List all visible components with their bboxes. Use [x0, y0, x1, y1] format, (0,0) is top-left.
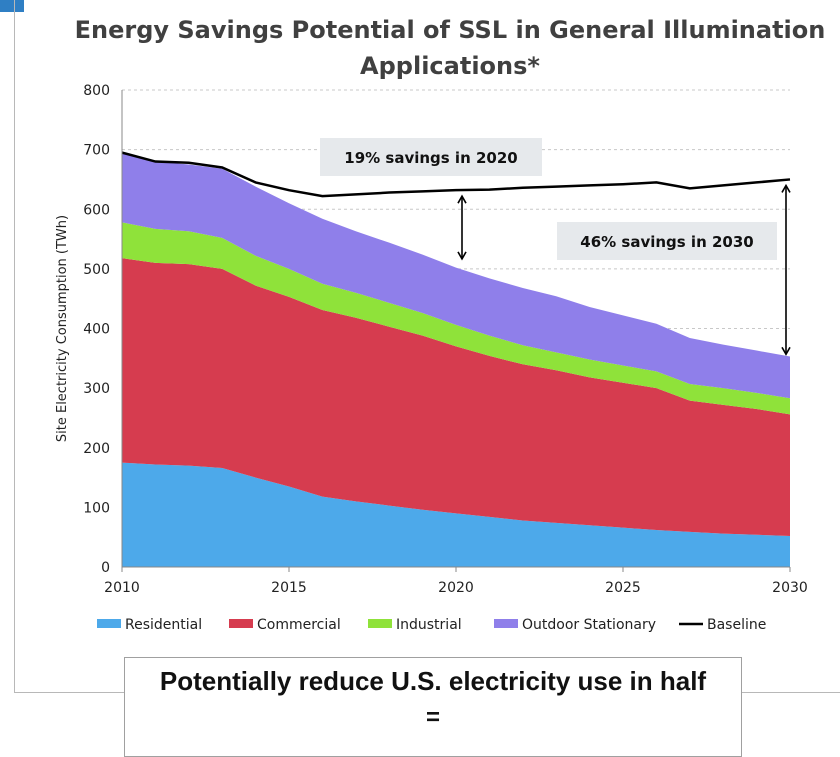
arrow-head	[781, 346, 791, 356]
x-tick-label: 2015	[271, 580, 307, 596]
legend-swatch	[368, 619, 392, 628]
y-axis-label: Site Electricity Consumption (TWh)	[55, 215, 70, 442]
y-tick-label: 500	[83, 262, 110, 278]
legend-label: Commercial	[257, 617, 341, 633]
legend-swatch	[494, 619, 518, 628]
area-chart: 0 100 200 300 400 500 600 700 800 2010 2015 2020 202…	[55, 83, 808, 633]
area-series-industrial	[122, 222, 790, 415]
x-tick-label: 2030	[772, 580, 808, 596]
y-tick-label: 800	[83, 83, 110, 99]
annotation-box	[320, 138, 542, 176]
area-series-commercial	[122, 258, 790, 536]
y-tick-label: 400	[83, 322, 110, 338]
callout-headline: Potentially reduce U.S. electricity use …	[159, 666, 707, 696]
callout-equals: =	[425, 704, 440, 731]
area-series-residential	[122, 462, 790, 567]
frame-divider	[14, 0, 15, 692]
corner-accent	[0, 0, 24, 12]
annotation-label: 19% savings in 2020	[344, 149, 517, 167]
y-tick-label: 700	[83, 143, 110, 159]
legend-swatch	[97, 619, 121, 628]
legend-label: Industrial	[396, 617, 462, 633]
arrow-head	[457, 194, 467, 204]
x-tick-label: 2010	[104, 580, 140, 596]
y-tick-label: 300	[83, 381, 110, 397]
y-tick-label: 600	[83, 202, 110, 218]
callout-box	[124, 657, 742, 757]
legend-swatch	[229, 619, 253, 628]
area-series-outdoor-stationary	[122, 152, 790, 399]
x-tick-label: 2020	[438, 580, 474, 596]
y-tick-label: 0	[101, 560, 110, 576]
x-tick-label: 2025	[605, 580, 641, 596]
arrow-head	[457, 251, 467, 261]
legend-label: Baseline	[707, 617, 766, 633]
legend-label: Outdoor Stationary	[522, 617, 656, 633]
chart-title: Energy Savings Potential of SSL in Gener…	[74, 16, 826, 80]
y-tick-label: 100	[83, 500, 110, 516]
arrow-head	[781, 183, 791, 193]
baseline-line	[121, 151, 791, 198]
annotation-box	[557, 222, 777, 260]
legend-label: Residential	[125, 617, 202, 633]
y-tick-label: 200	[83, 441, 110, 457]
annotation-label: 46% savings in 2030	[580, 233, 753, 251]
